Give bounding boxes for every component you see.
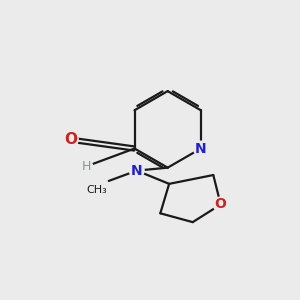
Circle shape — [129, 163, 144, 178]
Text: N: N — [195, 142, 207, 155]
Text: CH₃: CH₃ — [87, 185, 107, 195]
Text: H: H — [82, 160, 92, 173]
Circle shape — [63, 132, 78, 147]
Text: N: N — [131, 164, 142, 178]
Text: O: O — [215, 197, 226, 212]
Text: O: O — [64, 132, 77, 147]
Circle shape — [81, 160, 93, 172]
Circle shape — [194, 141, 208, 156]
Circle shape — [213, 197, 228, 212]
